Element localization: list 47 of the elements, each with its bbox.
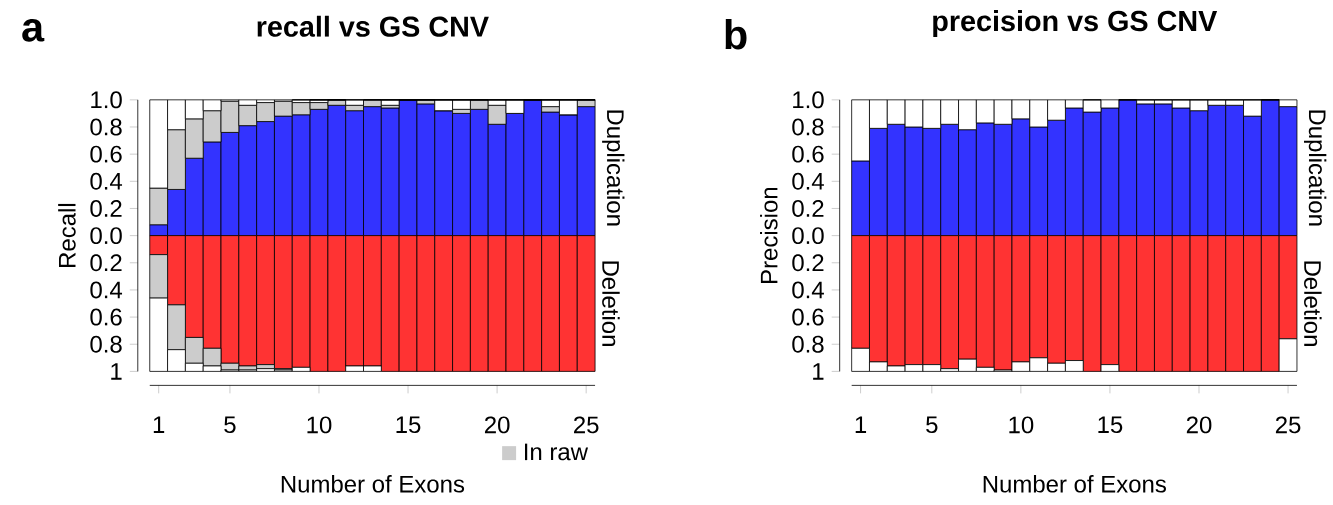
x-axis-title: Number of Exons (983, 474, 1166, 493)
x-tick-label: 10 (1009, 416, 1034, 434)
y-tick-label: 0.8 (90, 118, 122, 136)
text: a (22, 18, 45, 42)
y-tick-label: 0.2 (90, 254, 122, 272)
y-tick-label: 1.0 (793, 91, 824, 109)
legend-label: In raw (524, 443, 589, 461)
y-tick-label: 0.6 (90, 145, 122, 163)
text: Deletion (1304, 261, 1322, 346)
x-tick-label: 1 (153, 416, 165, 433)
x-axis-title: Number of Exons (281, 474, 465, 493)
y-tick-label: 1 (111, 363, 122, 380)
x-tick-label: 15 (396, 416, 421, 434)
y-axis-title: Precision (760, 187, 778, 283)
x-tick-label: 5 (926, 416, 938, 434)
x-tick-label: 20 (1186, 416, 1212, 434)
text: b (725, 18, 747, 50)
y-tick-label: 0.4 (792, 281, 824, 299)
y-tick-label: 0.8 (90, 335, 122, 353)
y-tick-label: 0.0 (792, 227, 824, 244)
text: Duplication (1304, 110, 1327, 226)
y-tick-label: 0.8 (792, 335, 824, 353)
y-tick-label: 0.4 (792, 172, 824, 190)
y-tick-label: 0.0 (90, 227, 122, 244)
y-tick-label: 0.8 (792, 118, 824, 136)
y-tick-label: 0.2 (792, 199, 824, 217)
x-tick-label: 25 (574, 416, 599, 434)
x-tick-label: 25 (1275, 416, 1301, 434)
x-tick-label: 5 (224, 416, 236, 434)
y-tick-label: 0.6 (90, 308, 122, 326)
text: Duplication (602, 110, 625, 226)
text: Deletion (602, 261, 620, 346)
x-tick-label: 20 (484, 416, 510, 434)
y-tick-label: 1.0 (91, 91, 122, 109)
chart-title: precision vs GS CNV (933, 9, 1218, 37)
x-tick-label: 10 (307, 416, 332, 434)
y-tick-label: 0.2 (90, 199, 122, 217)
y-tick-label: 0.4 (90, 281, 123, 299)
y-tick-label: 1 (813, 363, 824, 380)
y-tick-label: 0.4 (90, 172, 123, 190)
x-tick-label: 15 (1098, 416, 1123, 434)
y-tick-label: 0.2 (792, 254, 824, 272)
x-tick-label: 1 (855, 416, 867, 433)
y-axis-title: Recall (58, 203, 76, 267)
y-tick-label: 0.6 (792, 308, 824, 326)
chart-title: recall vs GS CNV (257, 15, 489, 37)
y-tick-label: 0.6 (792, 145, 824, 163)
